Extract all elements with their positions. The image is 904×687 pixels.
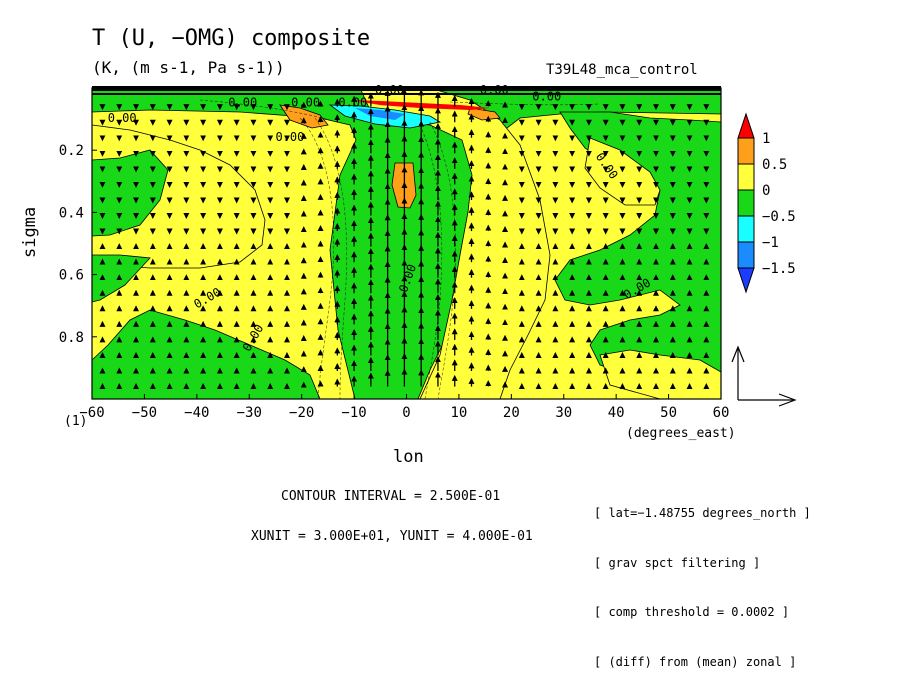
x-tick-label: 0	[402, 405, 410, 421]
chart-subtitle: (K, (m s-1, Pa s-1))	[92, 58, 285, 77]
contour-label: 0.00	[275, 130, 304, 144]
contour-interval: CONTOUR INTERVAL = 2.500E-01	[281, 489, 501, 504]
filled-contours	[92, 88, 721, 399]
x-tick-label: 40	[608, 405, 625, 421]
colorbar-label: −1.5	[762, 261, 796, 277]
contour-label: 0.00	[375, 83, 404, 97]
contour-label: 0.00	[480, 83, 509, 97]
colorbar-box	[737, 241, 755, 269]
dataset-label: T39L48_mca_control	[546, 62, 698, 78]
x-tick-label: −50	[132, 405, 157, 421]
blue-patch	[355, 108, 405, 120]
x-tick-label: −30	[237, 405, 262, 421]
colorbar: 1 0.5 0 −0.5 −1 −1.5	[737, 112, 796, 294]
y-tick-label: 0.6	[59, 268, 84, 284]
contour-label: 0.00	[108, 111, 137, 125]
note-line: [ lat=−1.48755 degrees_north ]	[594, 506, 811, 520]
x-tick-label: 60	[713, 405, 730, 421]
note-line: [ comp threshold = 0.0002 ]	[594, 605, 790, 619]
colorbar-label: 1	[762, 131, 770, 147]
x-tick-label: 30	[555, 405, 572, 421]
colorbar-label: −0.5	[762, 209, 796, 225]
note-line: [ grav spct filtering ]	[594, 555, 761, 570]
x-tick-label: 20	[503, 405, 520, 421]
x-tick-label: −60	[79, 405, 104, 421]
contour-label: 0.00	[338, 96, 367, 110]
contour-label: 0.00	[291, 96, 320, 110]
top-band	[92, 86, 721, 95]
colorbar-cap-top	[737, 112, 755, 139]
x-tick-label: −20	[289, 405, 314, 421]
colorbar-box	[737, 137, 755, 165]
colorbar-cap-bottom	[737, 267, 755, 294]
x-tick-label: 10	[450, 405, 467, 421]
y-tick-label: 0.4	[59, 205, 84, 221]
colorbar-label: −1	[762, 235, 779, 251]
x-tick-label: 50	[660, 405, 677, 421]
y-axis: 0.2 0.4 0.6 0.8	[59, 143, 97, 346]
reference-vector	[731, 345, 797, 407]
colorbar-box	[737, 215, 755, 243]
note-line: [ (diff) from (mean) zonal ]	[594, 654, 797, 669]
wind-vectors	[99, 88, 710, 390]
x-axis: −60 −50 −40 −30 −20 −10 0 10 20 30 40 50 60	[79, 394, 729, 421]
x-tick-label: −40	[184, 405, 209, 421]
contour-label: 0.00	[228, 96, 257, 110]
y-tick-label: 0.8	[59, 330, 84, 346]
x-axis-unit: (degrees_east)	[626, 426, 736, 441]
chart-title: T (U, −OMG) composite	[92, 26, 371, 51]
colorbar-box	[737, 163, 755, 191]
vector-units: XUNIT = 3.000E+01, YUNIT = 4.000E-01	[251, 529, 533, 544]
x-tick-label: −10	[341, 405, 366, 421]
orange-patch-upper	[279, 104, 329, 129]
colorbar-label: 0.5	[762, 157, 787, 173]
x-axis-label: lon	[393, 447, 424, 467]
colorbar-label: 0	[762, 183, 770, 199]
level-label: (1)	[64, 414, 88, 429]
contour-plot: 0.000.000.00 0.00 0.000.00 0.00 0.000.000.00…	[59, 83, 797, 421]
contour-label: 0.00	[532, 89, 561, 103]
contour-labels: 0.000.000.00 0.00 0.000.00 0.00 0.000.000.00…	[108, 83, 653, 354]
negative-region-west	[92, 149, 169, 237]
y-tick-label: 0.2	[59, 143, 84, 159]
colorbar-box	[737, 189, 755, 217]
